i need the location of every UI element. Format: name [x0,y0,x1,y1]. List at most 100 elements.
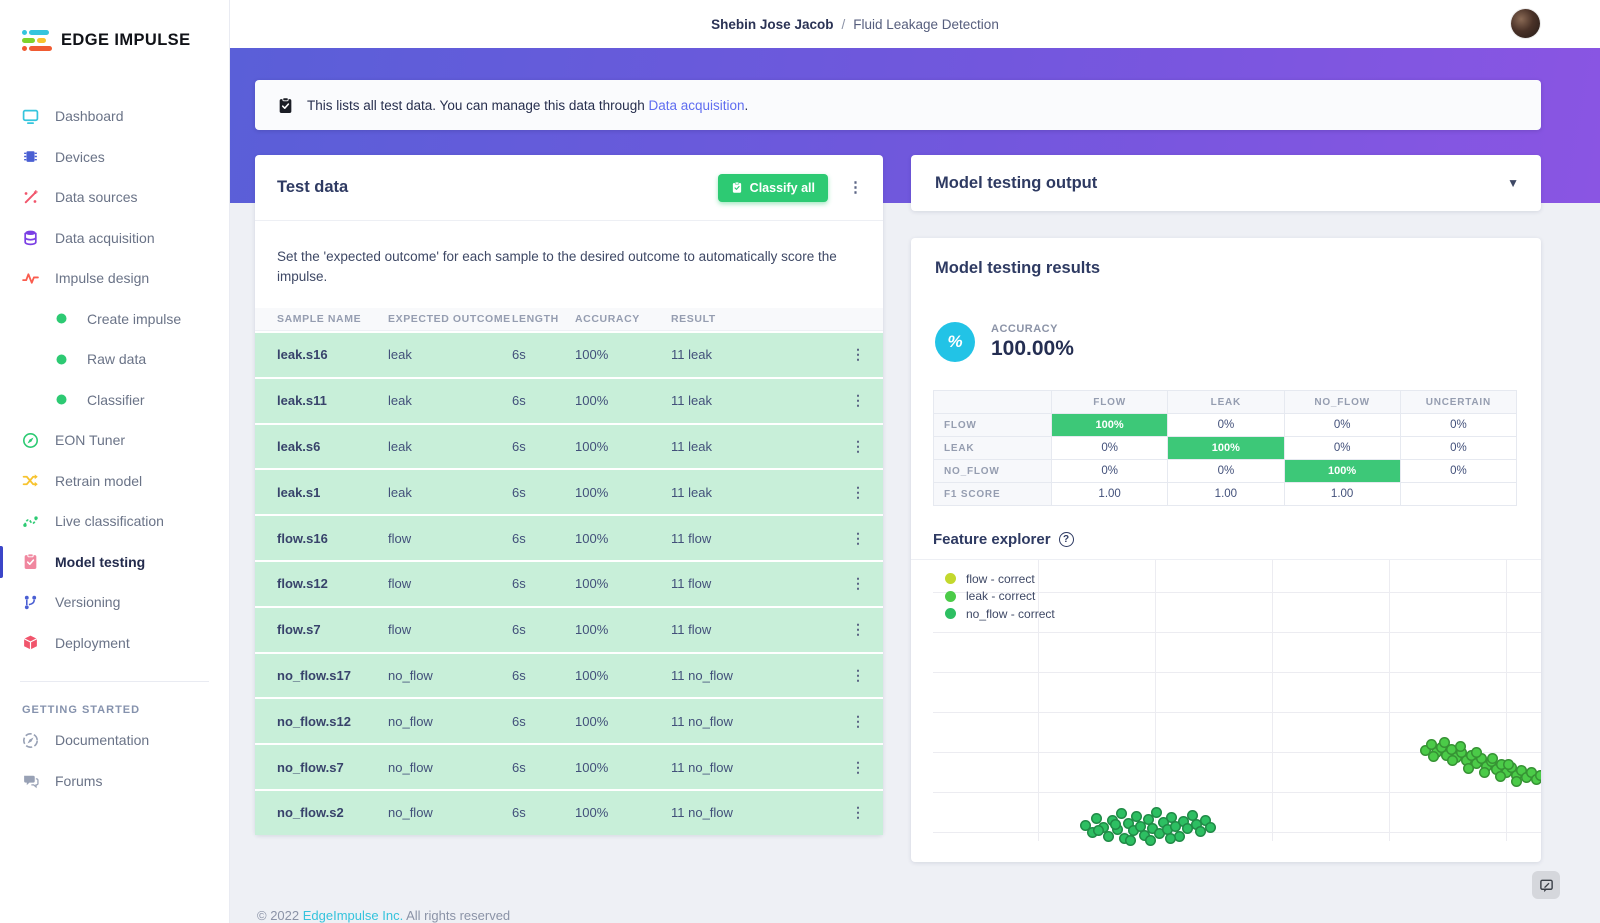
scatter-point [1138,829,1150,841]
scatter-point [1194,825,1206,837]
row-kebab-icon[interactable]: ⋮ [851,758,865,775]
matrix-cell: 0% [1050,436,1169,460]
edge-impulse-logo[interactable]: EDGE IMPULSE [0,0,229,58]
row-kebab-icon[interactable]: ⋮ [851,346,865,363]
sidebar-item-versioning[interactable]: Versioning [0,582,229,623]
main-content: Shebin Jose Jacob / Fluid Leakage Detect… [230,0,1600,923]
dashboard-icon [22,108,39,125]
sidebar-item-data-acquisition[interactable]: Data acquisition [0,218,229,259]
test-sample-row[interactable]: flow.s16 flow 6s 100% 11 flow ⋮ [255,516,883,560]
sidebar-item-classifier[interactable]: Classifier [0,380,229,421]
test-sample-row[interactable]: leak.s16 leak 6s 100% 11 leak ⋮ [255,333,883,377]
model-testing-icon [22,553,39,570]
sidebar-item-devices[interactable]: Devices [0,137,229,178]
eon-tuner-icon [22,432,39,449]
test-sample-row[interactable]: no_flow.s2 no_flow 6s 100% 11 no_flow ⋮ [255,790,883,835]
sidebar-item-eon-tuner[interactable]: EON Tuner [0,420,229,461]
matrix-row-label: FLOW [933,413,1052,437]
sample-result: 11 leak [671,347,712,363]
row-kebab-icon[interactable]: ⋮ [851,529,865,546]
sidebar-item-dashboard[interactable]: Dashboard [0,96,229,137]
matrix-col-header: NO_FLOW [1283,390,1401,414]
classify-clipboard-icon [731,181,743,194]
sidebar-item-model-testing[interactable]: Model testing [0,542,229,583]
scatter-point [1462,762,1474,774]
matrix-col-header: FLOW [1050,390,1169,414]
row-kebab-icon[interactable]: ⋮ [851,666,865,683]
help-icon[interactable]: ? [1058,532,1074,547]
feedback-button[interactable] [1532,871,1560,899]
test-sample-row[interactable]: no_flow.s17 no_flow 6s 100% 11 no_flow ⋮ [255,653,883,698]
avatar[interactable] [1511,9,1540,38]
scatter-point [1130,810,1142,822]
matrix-col-header: UNCERTAIN [1399,390,1518,414]
test-sample-row[interactable]: no_flow.s7 no_flow 6s 100% 11 no_flow ⋮ [255,745,883,789]
sample-length: 6s [512,530,526,546]
model-testing-output-title: Model testing output [935,173,1098,192]
row-kebab-icon[interactable]: ⋮ [851,483,865,500]
sample-accuracy: 100% [575,667,609,683]
sample-length: 6s [512,805,526,821]
sidebar-item-live-classification[interactable]: Live classification [0,501,229,542]
sample-result: 11 flow [671,576,712,592]
sidebar-item-raw-data[interactable]: Raw data [0,339,229,380]
test-sample-row[interactable]: no_flow.s12 no_flow 6s 100% 11 no_flow ⋮ [255,699,883,744]
sample-accuracy: 100% [575,484,609,500]
row-kebab-icon[interactable]: ⋮ [851,392,865,409]
scatter-point [1173,830,1185,842]
company-link[interactable]: EdgeImpulse Inc. [302,908,404,923]
scatter-point [1153,827,1165,839]
scatter-point [1510,775,1522,787]
legend-item-leak[interactable]: leak - correct [945,588,1055,606]
model-testing-output-card[interactable]: Model testing output ▼ [911,155,1541,211]
row-kebab-icon[interactable]: ⋮ [851,575,865,592]
scatter-point [1177,815,1189,827]
test-sample-row[interactable]: leak.s6 leak 6s 100% 11 leak ⋮ [255,424,883,469]
sample-length: 6s [512,393,526,409]
expected-outcome: no_flow [388,805,433,821]
clipboard-check-icon [277,96,294,114]
scatter-point [1090,812,1102,824]
sidebar-item-forums[interactable]: Forums [0,761,229,802]
test-sample-row[interactable]: leak.s11 leak 6s 100% 11 leak ⋮ [255,378,883,423]
test-sample-row[interactable]: flow.s12 flow 6s 100% 11 flow ⋮ [255,561,883,606]
scatter-point [1186,809,1198,821]
row-kebab-icon[interactable]: ⋮ [851,804,865,821]
sidebar-item-impulse-design[interactable]: Impulse design [0,258,229,299]
scatter-point [1086,826,1098,838]
data-acquisition-link[interactable]: Data acquisition [648,97,745,113]
classify-all-button[interactable]: Classify all [717,173,828,202]
sidebar-item-create-impulse[interactable]: Create impulse [0,299,229,340]
row-kebab-icon[interactable]: ⋮ [851,621,865,638]
expected-outcome: flow [388,530,412,546]
sidebar-item-retrain-model[interactable]: Retrain model [0,461,229,502]
test-sample-row[interactable]: flow.s7 flow 6s 100% 11 flow ⋮ [255,607,883,652]
sidebar-secondary-nav: Documentation Forums [0,720,229,801]
expected-outcome: leak [388,393,412,409]
test-data-menu-kebab-icon[interactable]: ⋮ [848,179,863,196]
feature-explorer-chart[interactable]: flow - correct leak - correct no_flow - co… [933,560,1541,855]
row-kebab-icon[interactable]: ⋮ [851,437,865,454]
row-kebab-icon[interactable]: ⋮ [851,712,865,729]
sidebar-item-deployment[interactable]: Deployment [0,623,229,664]
scatter-point [1142,813,1154,825]
sample-name: no_flow.s7 [277,759,344,775]
legend-item-flow[interactable]: flow - correct [945,570,1055,588]
sidebar-divider [20,681,209,682]
chevron-down-icon[interactable]: ▼ [1507,176,1519,190]
sample-accuracy: 100% [575,393,609,409]
test-sample-row[interactable]: leak.s1 leak 6s 100% 11 leak ⋮ [255,470,883,515]
data-sources-icon [22,189,39,206]
scatter-point [1124,834,1136,846]
scatter-point [1534,769,1541,781]
legend-item-no_flow[interactable]: no_flow - correct [945,605,1055,623]
scatter-point [1204,821,1216,833]
feature-explorer-title: Feature explorer [933,531,1051,548]
sidebar: EDGE IMPULSE Dashboard Devices Data source… [0,0,230,923]
sidebar-item-data-sources[interactable]: Data sources [0,177,229,218]
breadcrumb-project-link[interactable]: Shebin Jose Jacob [711,16,834,32]
matrix-cell: 1.00 [1167,482,1285,506]
sidebar-item-documentation[interactable]: Documentation [0,720,229,761]
scatter-point [1169,820,1181,832]
sidebar-nav: Dashboard Devices Data sources Data acquisi… [0,96,229,663]
